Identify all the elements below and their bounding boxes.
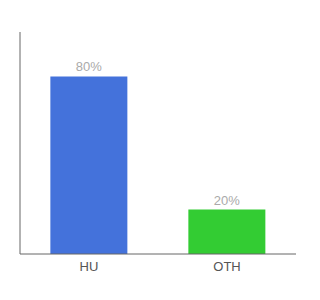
svg-text:80%: 80% bbox=[76, 59, 102, 74]
svg-text:HU: HU bbox=[80, 259, 99, 274]
svg-text:20%: 20% bbox=[214, 193, 240, 208]
svg-text:OTH: OTH bbox=[213, 259, 240, 274]
